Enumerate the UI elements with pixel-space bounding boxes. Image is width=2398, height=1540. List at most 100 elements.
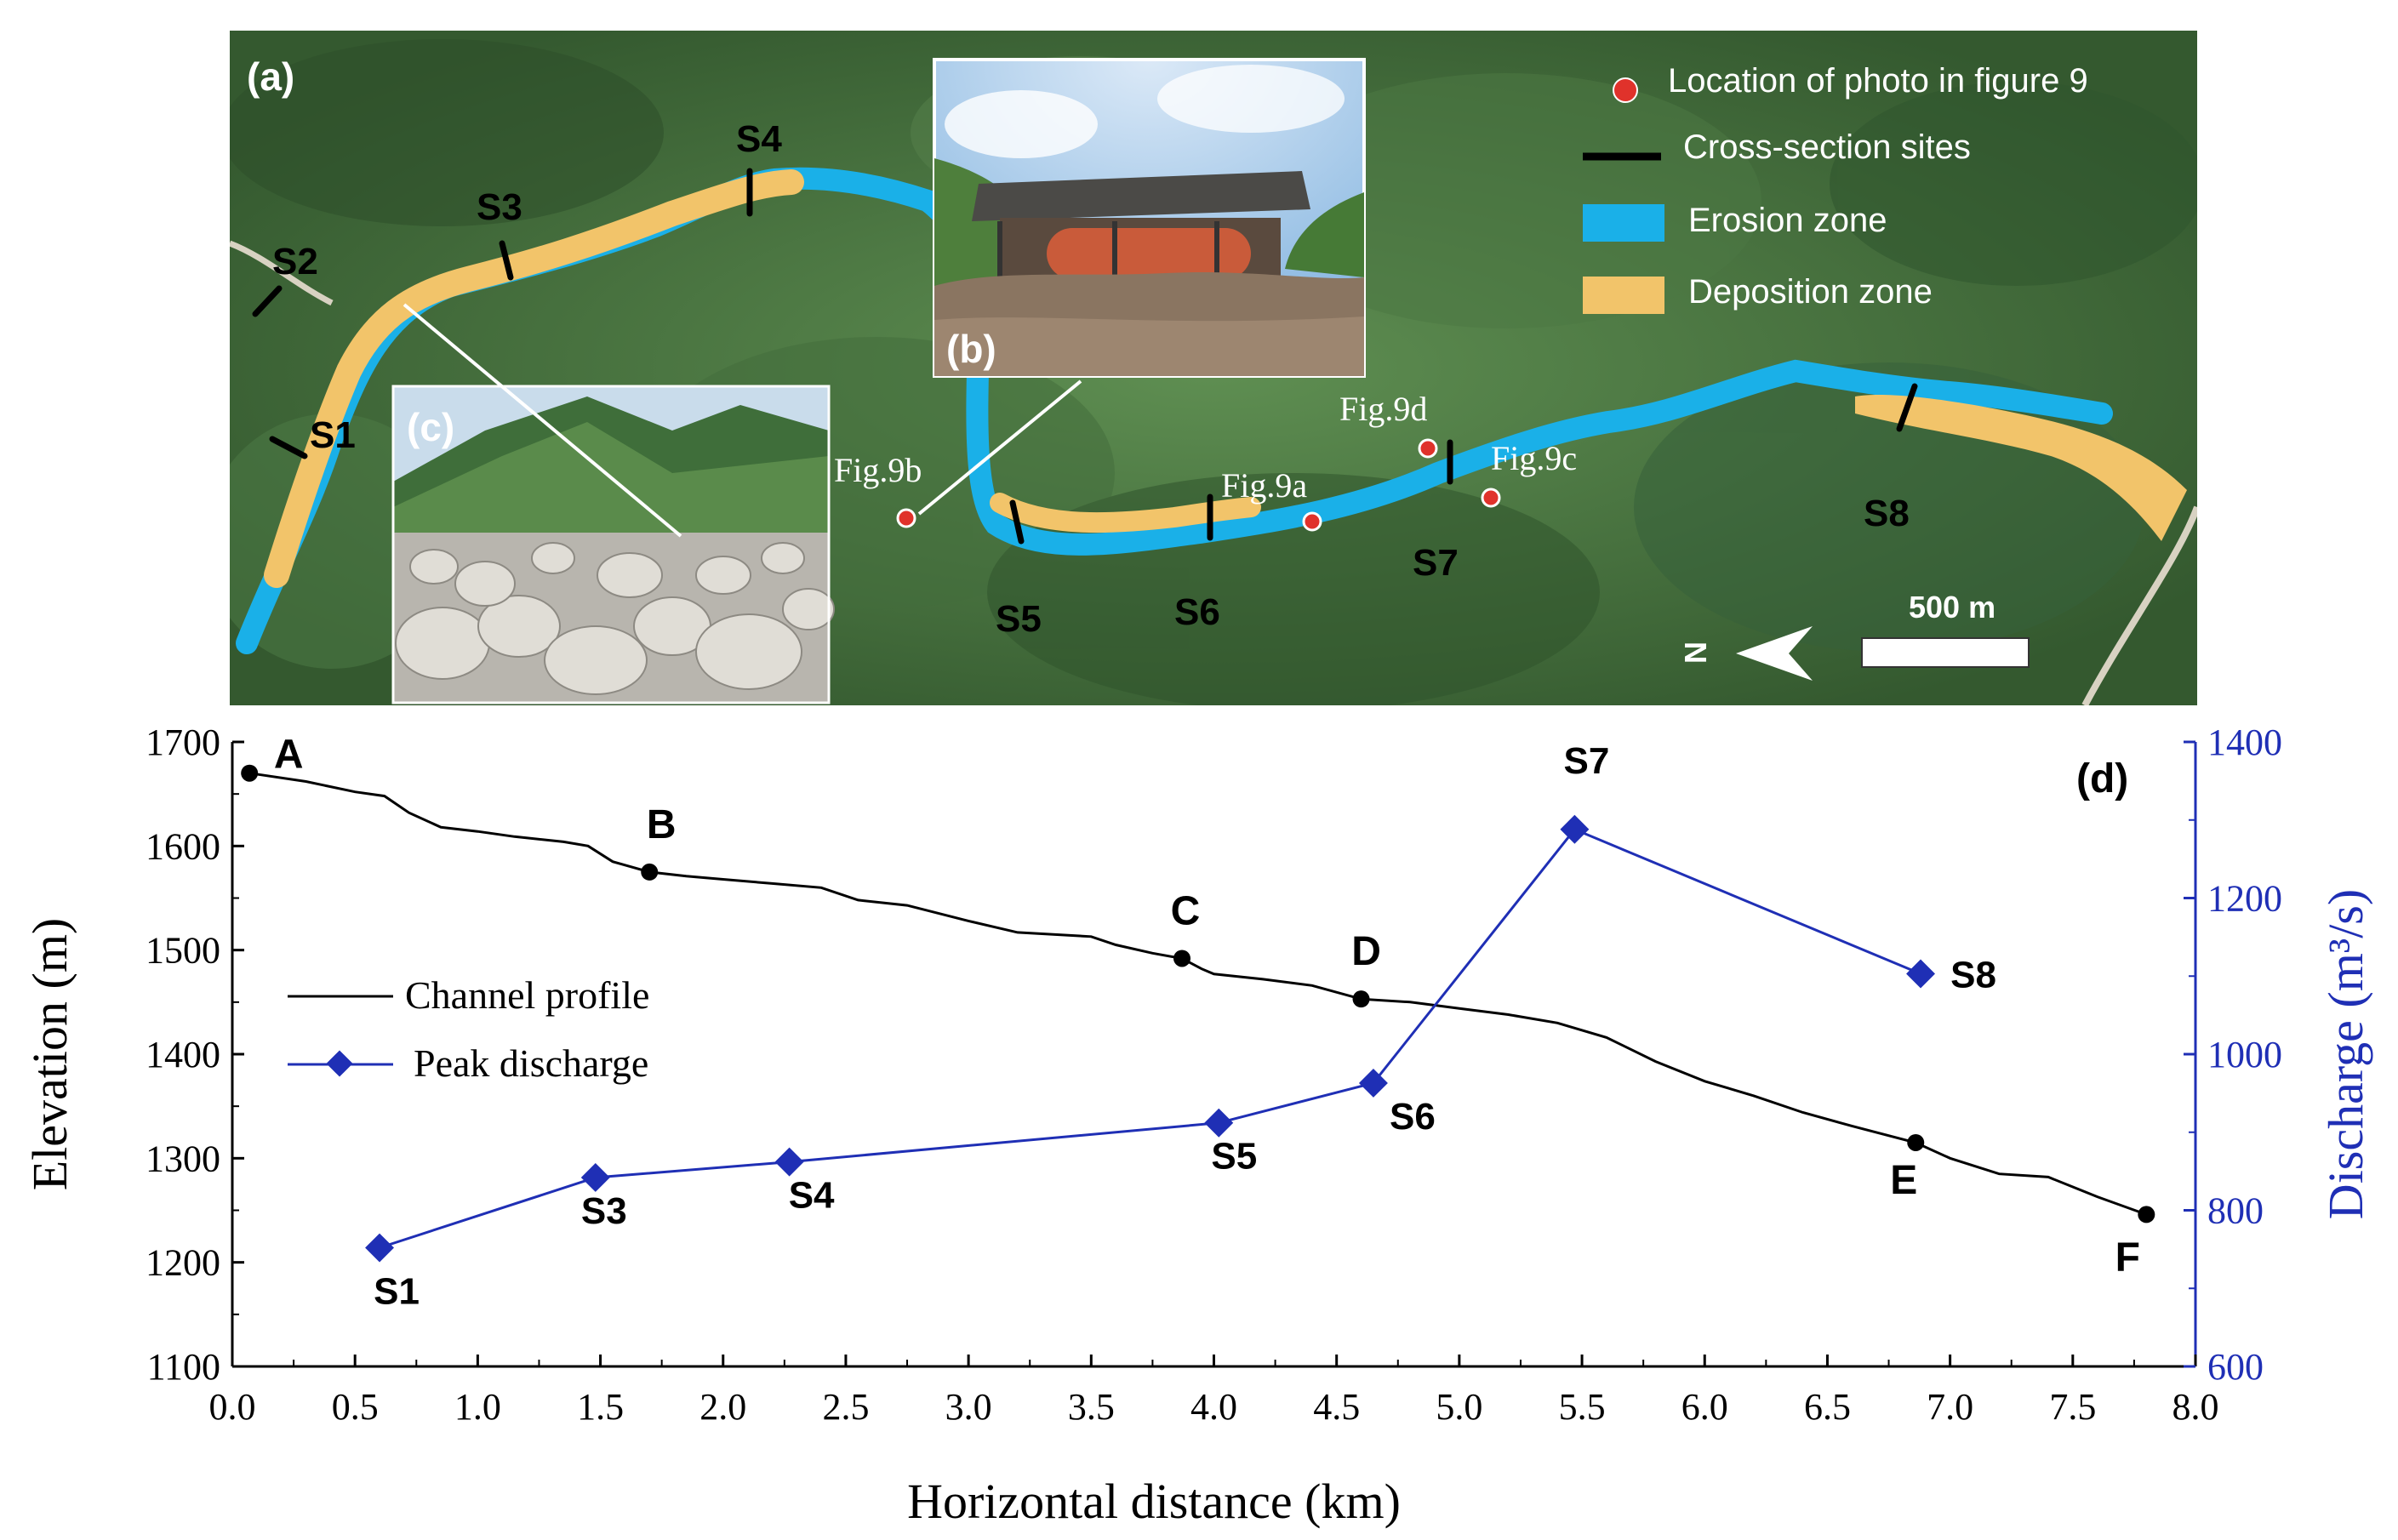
profile-point [2138,1206,2155,1223]
legend-profile-label: Channel profile [405,973,649,1017]
discharge-point [580,1162,610,1192]
section-label-s6: S6 [1174,591,1220,633]
y-tick-label: 1100 [147,1346,220,1388]
section-label-s5: S5 [996,598,1042,640]
section-label-s7: S7 [1413,542,1459,584]
discharge-point-label: S3 [581,1190,627,1232]
photo-label-9c: Fig.9c [1491,439,1577,477]
y-tick-label: 1200 [146,1242,220,1284]
y2-tick-label: 1400 [2207,722,2282,763]
cross-section-labels: S1 S2 S3 S4 S5 S6 S7 S8 [272,118,1910,640]
legend-label-erosion: Erosion zone [1688,202,1887,239]
inset-photo-b: (b) [933,58,1366,378]
x-tick-label: 7.0 [1927,1386,1973,1428]
x-ticks: 0.0 0.5 1.0 1.5 2.0 2.5 3.0 3.5 4.0 4.5 5.0 5.5 6.0 6… [209,1355,2219,1428]
cross-section-markers [252,168,1918,545]
photo-location-labels: Fig.9a Fig.9b Fig.9c Fig.9d [834,390,1577,505]
road-north [230,240,334,306]
chart-panel: 0.0 0.5 1.0 1.5 2.0 2.5 3.0 3.5 4.0 4.5 5.0 5.5 6.0 6… [22,722,2373,1529]
chart-panel-label: (d) [2076,756,2128,801]
x-tick-label: 2.5 [822,1386,869,1428]
y2-tick-label: 1200 [2207,878,2282,920]
discharge-point [1358,1068,1388,1098]
discharge-point [1204,1108,1234,1138]
discharge-point [774,1147,804,1177]
y-tick-label: 1500 [146,930,220,972]
discharge-point-label: S5 [1211,1136,1257,1178]
x-tick-label: 5.5 [1559,1386,1606,1428]
section-label-s8: S8 [1864,493,1910,534]
photo-label-9d: Fig.9d [1339,390,1427,428]
x-tick-label: 7.5 [2049,1386,2096,1428]
point-layer: S1 S3 S4 S5 S6 S7 S8 A B C D E F [241,733,2155,1313]
legend-label-photo-location: Location of photo in figure 9 [1668,62,2088,100]
legend-red-dot [1613,77,1638,103]
profile-point [641,863,659,881]
y-axis-label: Elevation (m) [22,918,77,1191]
legend-label-deposition: Deposition zone [1688,273,1933,311]
section-label-s1: S1 [310,414,356,456]
discharge-point [365,1233,394,1263]
profile-point [1352,990,1370,1008]
x-tick-label: 0.5 [332,1386,379,1428]
x-tick-label: 5.0 [1436,1386,1482,1428]
scale-bar-label: 500 m [1909,590,1995,625]
section-label-s4: S4 [736,118,782,160]
map-panel: S1 S2 S3 S4 S5 S6 S7 S8 Fig.9a Fig.9b Fi… [230,31,2197,705]
y-tick-label: 1300 [146,1138,220,1179]
profile-point [1907,1133,1925,1151]
chart-legend: Channel profile Peak discharge [288,973,649,1085]
inset-c-label: (c) [407,405,454,449]
x-tick-label: 3.5 [1068,1386,1115,1428]
x-tick-label: 6.5 [1804,1386,1851,1428]
north-arrow: N [1678,626,1813,681]
photo-label-9a: Fig.9a [1221,466,1307,505]
x-tick-label: 1.0 [454,1386,501,1428]
legend-erosion-swatch [1583,204,1664,242]
y-tick-label: 1700 [146,722,220,763]
discharge-point-label: S7 [1563,740,1609,782]
profile-point-label: A [274,733,304,778]
profile-point [241,764,259,782]
inset-photo-c: (c) [391,385,835,704]
discharge-point-label: S8 [1950,954,1996,995]
deposition-zone-lower [1855,395,2187,541]
road-south [2081,505,2197,705]
peak-discharge-line [379,827,1921,1249]
photo-dot-9d [1418,438,1438,459]
profile-point-label: B [647,802,677,847]
profile-point-label: D [1351,929,1381,974]
x-tick-label: 2.0 [699,1386,746,1428]
photo-label-9b: Fig.9b [834,451,922,489]
section-label-s2: S2 [272,241,318,282]
profile-point-label: E [1890,1158,1917,1203]
y2-tick-label: 600 [2207,1346,2264,1388]
photo-dot-9c [1481,488,1501,508]
legend-deposition-swatch [1583,277,1664,314]
x-tick-label: 6.0 [1681,1386,1728,1428]
y2-tick-label: 800 [2207,1190,2264,1232]
y2-axis-label: Discharge (m³/s) [2318,889,2373,1219]
inset-b-label: (b) [946,327,996,371]
discharge-point-label: S1 [374,1271,420,1313]
discharge-point [1560,814,1590,844]
deposition-zone-middle [990,493,1261,533]
y-tick-label: 1600 [146,825,220,867]
scale-bar: 500 m [1861,590,2030,668]
x-tick-label: 4.5 [1313,1386,1360,1428]
profile-point-label: F [2115,1235,2140,1280]
channel-profile-line [248,772,2147,1216]
y-ticks: 1100 1200 1300 1400 1500 1600 1700 [146,722,244,1388]
discharge-point-label: S6 [1390,1096,1436,1138]
map-panel-label: (a) [247,54,294,99]
x-tick-label: 3.0 [945,1386,992,1428]
inset-c-leader [403,303,682,538]
y-tick-label: 1400 [146,1034,220,1075]
legend-discharge-marker [326,1050,353,1077]
section-label-s3: S3 [477,186,522,228]
y2-axis-label-text: Discharge (m³/s) [2318,889,2373,1219]
x-tick-label: 4.0 [1190,1386,1237,1428]
profile-point [1173,950,1191,967]
deposition-zone-upper [264,169,804,588]
legend-label-cross-section: Cross-section sites [1683,128,1971,166]
